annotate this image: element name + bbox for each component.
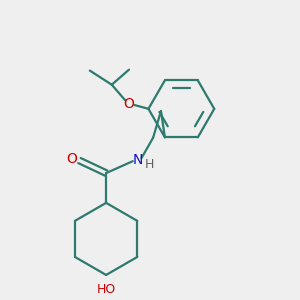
- Text: HO: HO: [97, 283, 116, 296]
- Text: O: O: [66, 152, 77, 166]
- Text: N: N: [133, 153, 143, 167]
- Text: H: H: [145, 158, 154, 171]
- Text: O: O: [124, 98, 134, 111]
